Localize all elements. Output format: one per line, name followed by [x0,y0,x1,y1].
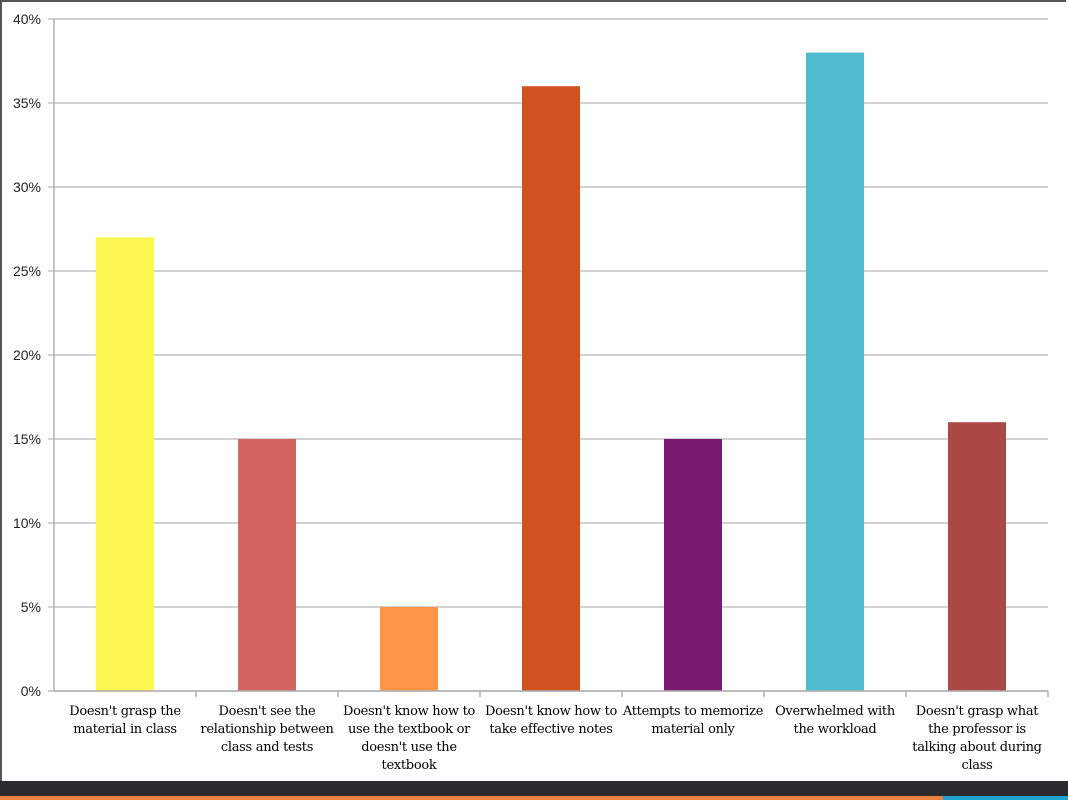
bar-chart: 0% 5% 10% 15% 20% 25% 30% 35% 40% [13,11,1049,699]
bar [664,439,722,691]
x-category-label: Attempts to memorize material only [622,704,764,737]
y-tick-label: 30% [13,179,41,195]
y-tick-label: 5% [21,599,41,615]
footer-bar [0,781,1068,796]
bar [238,439,296,691]
bar [380,607,438,691]
bar [522,86,580,691]
bar [96,237,154,691]
x-category-label: Doesn't grasp the material in class [69,704,181,737]
bar [806,52,864,692]
x-category-label: Doesn't see the relationship between cla… [200,704,334,755]
bar [948,422,1006,691]
y-tick-label: 25% [13,263,41,279]
y-tick-label: 10% [13,515,41,531]
y-tick-label: 35% [13,95,41,111]
x-category-label: Doesn't grasp what the professor is talk… [912,704,1042,773]
x-category-label: Doesn't know how to use the textbook or … [342,704,476,773]
x-category-label: Doesn't know how to take effective notes [484,704,618,737]
y-tick-label: 40% [13,11,41,27]
y-tick-label: 0% [21,683,41,699]
slide-frame [0,0,1066,781]
y-tick-label: 20% [13,347,41,363]
x-category-label: Overwhelmed with the workload [775,704,895,737]
footer-accent-orange [0,796,943,800]
y-tick-label: 15% [13,431,41,447]
footer-accent-blue [943,796,1068,800]
